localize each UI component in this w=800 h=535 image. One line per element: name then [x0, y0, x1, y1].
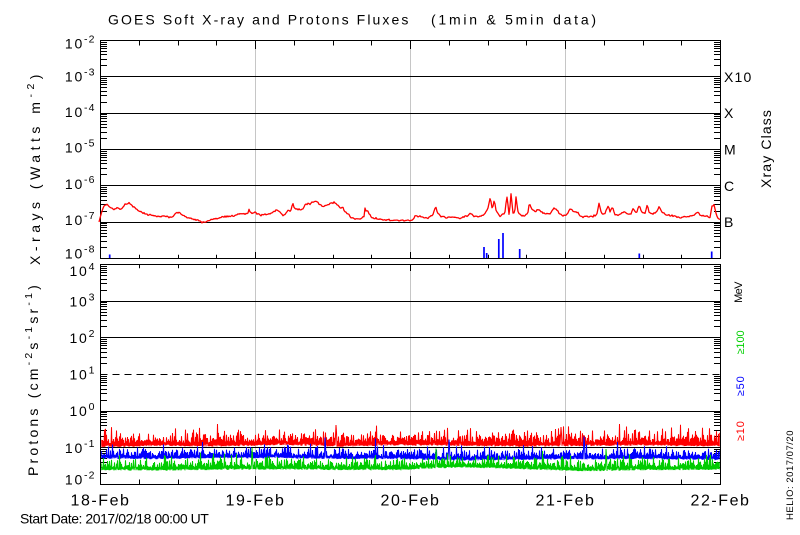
svg-text:Protons (cm-2s-1sr-1): Protons (cm-2s-1sr-1)	[23, 282, 41, 476]
svg-text:22-Feb: 22-Feb	[691, 493, 751, 510]
svg-text:Start Date: 2017/02/18 00:00 U: Start Date: 2017/02/18 00:00 UT	[20, 511, 209, 527]
svg-text:(1min & 5min data): (1min & 5min data)	[431, 12, 599, 28]
svg-text:≥50: ≥50	[735, 375, 747, 396]
svg-text:X-rays (Watts m-2): X-rays (Watts m-2)	[25, 70, 43, 265]
svg-text:18-Feb: 18-Feb	[71, 493, 131, 510]
svg-text:103: 103	[69, 292, 95, 310]
svg-text:102: 102	[69, 328, 95, 346]
svg-text:HELIO: 2017/07/20: HELIO: 2017/07/20	[785, 430, 796, 520]
svg-text:X: X	[724, 105, 735, 121]
svg-text:X10: X10	[724, 69, 753, 85]
svg-text:100: 100	[69, 401, 95, 419]
svg-text:GOES Soft X-ray and Protons Fl: GOES Soft X-ray and Protons Fluxes	[108, 12, 411, 28]
svg-text:MeV: MeV	[733, 281, 745, 303]
svg-text:Xray Class: Xray Class	[758, 109, 774, 188]
svg-text:19-Feb: 19-Feb	[226, 493, 286, 510]
svg-text:101: 101	[69, 365, 95, 383]
svg-text:C: C	[724, 178, 735, 194]
svg-text:21-Feb: 21-Feb	[536, 493, 596, 510]
svg-text:≥10: ≥10	[735, 420, 747, 441]
svg-text:104: 104	[69, 261, 95, 279]
svg-text:20-Feb: 20-Feb	[381, 493, 441, 510]
svg-text:≥100: ≥100	[735, 331, 747, 355]
svg-text:B: B	[724, 214, 735, 230]
svg-text:M: M	[724, 142, 737, 158]
